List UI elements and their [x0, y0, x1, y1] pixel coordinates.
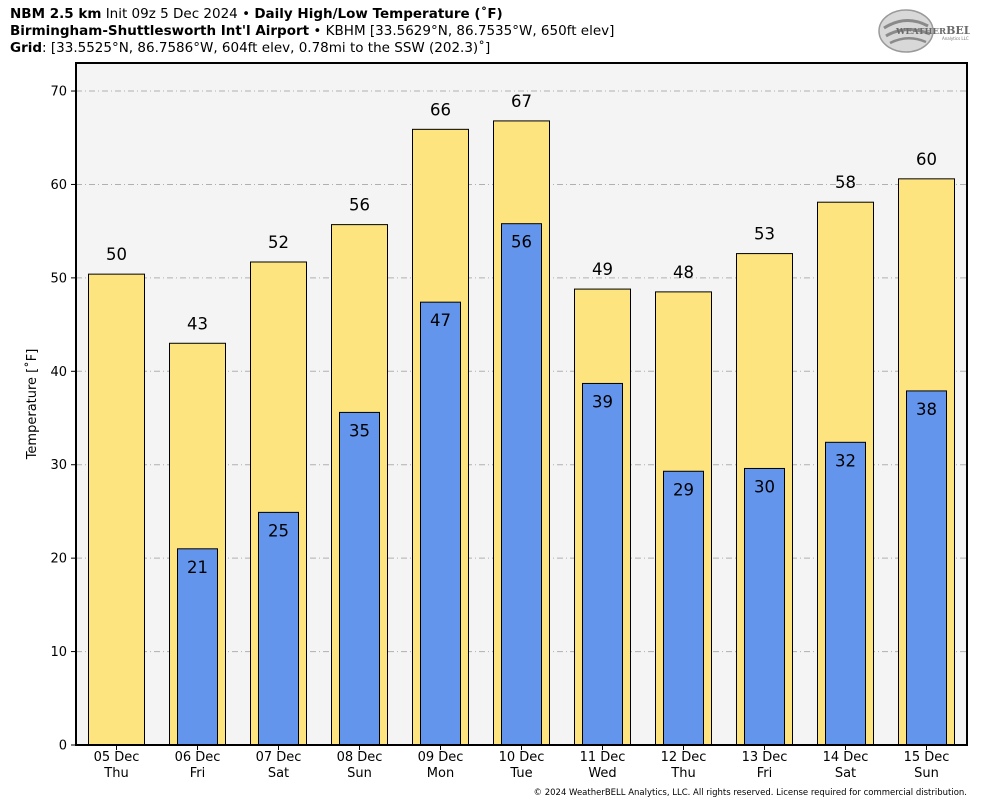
x-tick-label-day: Sun [347, 766, 372, 781]
header-line-1: NBM 2.5 km Init 09z 5 Dec 2024 • Daily H… [10, 6, 503, 23]
low-temp-label: 35 [349, 421, 370, 440]
y-tick-label: 60 [50, 178, 67, 193]
x-tick-label-date: 09 Dec [418, 750, 464, 765]
separator: • [313, 23, 322, 39]
x-tick-label-date: 08 Dec [337, 750, 383, 765]
high-temp-label: 50 [106, 245, 127, 264]
high-temp-label: 56 [349, 196, 370, 215]
separator: • [242, 6, 251, 22]
low-temp-bar [825, 441, 866, 746]
y-axis-label: Temperature [˚F] [24, 349, 40, 461]
low-temp-label: 56 [511, 233, 532, 252]
x-tick-label-date: 06 Dec [175, 750, 221, 765]
high-temp-label: 60 [916, 150, 937, 169]
x-tick-label-date: 15 Dec [904, 750, 950, 765]
high-temp-bar [88, 273, 145, 746]
high-temp-label: 58 [835, 173, 856, 192]
weatherbell-logo: WEATHERBELL Analytics LLC [878, 9, 970, 53]
x-tick-label-day: Mon [427, 766, 454, 781]
y-tick-label: 70 [50, 85, 67, 100]
x-tick-label-date: 07 Dec [256, 750, 302, 765]
copyright-notice: © 2024 WeatherBELL Analytics, LLC. All r… [533, 788, 967, 798]
grid-label: Grid [10, 40, 43, 56]
y-tick-label: 10 [50, 645, 67, 660]
low-temp-bar [420, 301, 461, 746]
low-temp-bar [744, 467, 785, 746]
x-tick-label-day: Sun [914, 766, 939, 781]
low-temp-bar [501, 223, 542, 746]
x-tick-label-day: Fri [190, 766, 206, 781]
plot-frame [75, 62, 968, 746]
svg-text:WEATHERBELL: WEATHERBELL [895, 24, 970, 37]
low-temp-bar [177, 548, 218, 746]
x-tick-label-day: Wed [588, 766, 616, 781]
high-temp-label: 48 [673, 263, 694, 282]
header-line-2: Birmingham-Shuttlesworth Int'l Airport •… [10, 23, 614, 40]
y-tick-label: 0 [59, 739, 67, 754]
x-tick-label-date: 05 Dec [94, 750, 140, 765]
x-tick-label-day: Fri [757, 766, 773, 781]
header-line-3: Grid: [33.5525°N, 86.7586°W, 604ft elev,… [10, 40, 490, 57]
init-time: Init 09z 5 Dec 2024 [105, 6, 238, 22]
x-tick-label-date: 13 Dec [742, 750, 788, 765]
low-temp-bar [258, 511, 299, 746]
station-name: Birmingham-Shuttlesworth Int'l Airport [10, 23, 310, 39]
logo-bell-text: BELL [946, 24, 970, 37]
grid-detail: : [33.5525°N, 86.7586°W, 604ft elev, 0.7… [42, 40, 491, 56]
x-tick-label-day: Sat [268, 766, 289, 781]
low-temp-label: 38 [916, 400, 937, 419]
y-tick-label: 30 [50, 458, 67, 473]
low-temp-label: 32 [835, 451, 856, 470]
chart-title: Daily High/Low Temperature (˚F) [254, 6, 503, 22]
model-name: NBM 2.5 km [10, 6, 102, 22]
x-tick-label-date: 14 Dec [823, 750, 869, 765]
low-temp-label: 29 [673, 480, 694, 499]
high-temp-label: 52 [268, 233, 289, 252]
x-tick-label-day: Tue [509, 766, 532, 781]
low-temp-label: 21 [187, 558, 208, 577]
logo-sub-text: Analytics LLC [942, 36, 969, 41]
low-temp-label: 30 [754, 477, 775, 496]
x-tick-label-date: 10 Dec [499, 750, 545, 765]
station-detail: KBHM [33.5629°N, 86.7535°W, 650ft elev] [325, 23, 615, 39]
logo-weather-text: WEATHER [895, 27, 947, 37]
y-tick-label: 50 [50, 271, 67, 286]
low-temp-label: 25 [268, 521, 289, 540]
x-tick-label-day: Sat [835, 766, 856, 781]
low-temp-bar [663, 470, 704, 746]
high-temp-label: 43 [187, 314, 208, 333]
low-temp-label: 47 [430, 311, 451, 330]
low-temp-label: 39 [592, 392, 613, 411]
y-tick-label: 40 [50, 365, 67, 380]
high-temp-label: 53 [754, 225, 775, 244]
low-temp-bar [582, 382, 623, 746]
high-temp-label: 66 [430, 100, 451, 119]
x-tick-label-date: 12 Dec [661, 750, 707, 765]
x-tick-label-day: Thu [103, 766, 128, 781]
low-temp-bar [339, 411, 380, 746]
high-temp-label: 67 [511, 92, 532, 111]
x-tick-label-day: Thu [670, 766, 695, 781]
x-tick-label-date: 11 Dec [580, 750, 626, 765]
high-temp-label: 49 [592, 260, 613, 279]
low-temp-bar [906, 390, 947, 746]
y-tick-label: 20 [50, 552, 67, 567]
